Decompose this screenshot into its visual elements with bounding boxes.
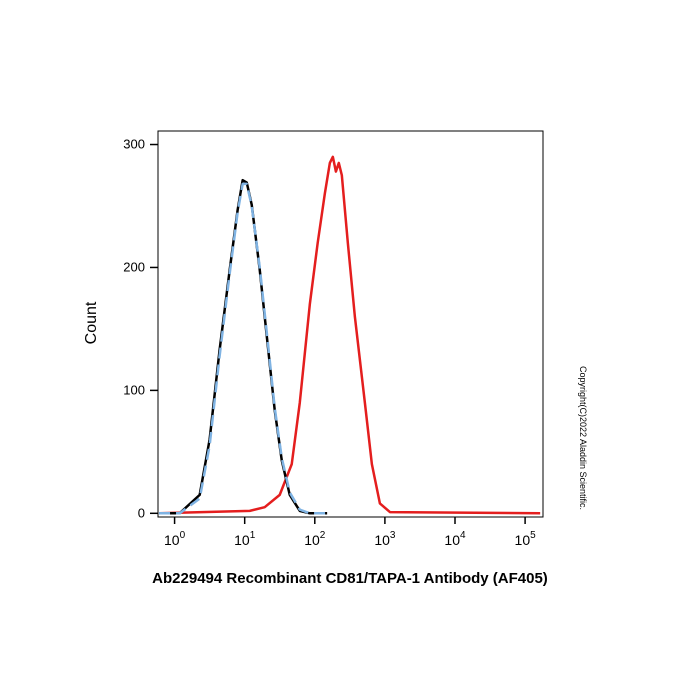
y-axis-label: Count xyxy=(83,301,100,344)
y-tick-label: 100 xyxy=(123,382,145,397)
y-tick-label: 200 xyxy=(123,259,145,274)
series-line xyxy=(159,182,328,515)
x-tick-base: 10 xyxy=(444,532,460,548)
x-axis-label: Ab229494 Recombinant CD81/TAPA-1 Antibod… xyxy=(152,570,548,587)
x-tick-base: 10 xyxy=(515,532,531,548)
x-tick-base: 10 xyxy=(374,532,390,548)
x-tick-label: 100 xyxy=(164,530,186,548)
x-tick-power: 1 xyxy=(250,530,256,541)
plot-frame xyxy=(157,130,544,518)
x-tick-power: 3 xyxy=(390,530,396,541)
y-tick-label: 300 xyxy=(123,137,145,152)
x-tick-base: 10 xyxy=(234,532,250,548)
x-tick-base: 10 xyxy=(304,532,320,548)
series-line xyxy=(159,178,328,515)
x-tick-base: 10 xyxy=(164,532,180,548)
x-tick-label: 101 xyxy=(234,530,256,548)
x-tick-label: 104 xyxy=(444,530,466,548)
x-tick-label: 102 xyxy=(304,530,326,548)
x-tick-label: 103 xyxy=(374,530,396,548)
x-tick-label: 105 xyxy=(515,530,537,548)
copyright: Copyright(C)2022 Aladdin Scientific. xyxy=(578,366,588,510)
series-line xyxy=(158,155,541,515)
x-tick-power: 5 xyxy=(530,530,536,541)
y-tick-label: 0 xyxy=(138,505,145,520)
x-tick-power: 0 xyxy=(180,530,186,541)
x-tick-power: 4 xyxy=(460,530,466,541)
x-tick-power: 2 xyxy=(320,530,326,541)
